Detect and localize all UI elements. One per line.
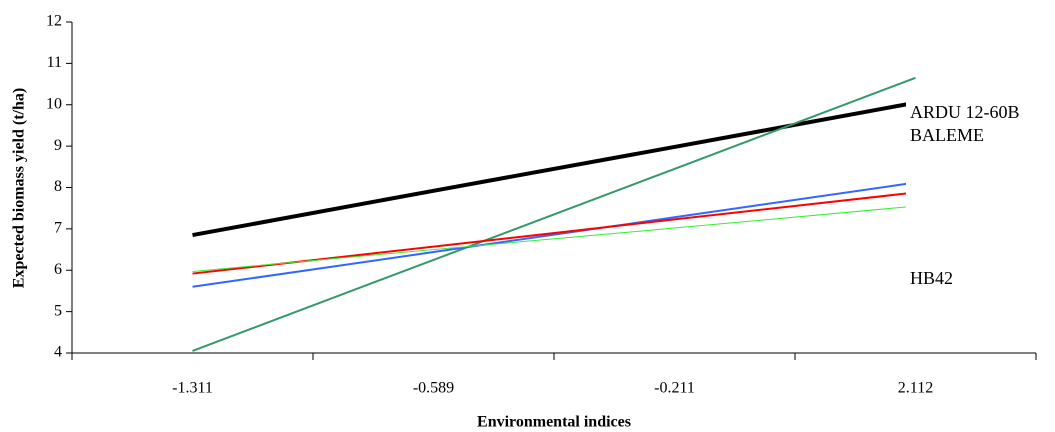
legend-clip — [906, 286, 1036, 346]
series-line — [192, 181, 916, 288]
y-tick-label: 11 — [47, 54, 62, 71]
y-tick-label: 9 — [54, 137, 62, 154]
legend-box — [906, 98, 1036, 286]
x-tick-label: -1.311 — [172, 380, 213, 397]
y-axis-title: Expected biomass yield (t/ha) — [11, 88, 28, 288]
series-line — [192, 100, 916, 238]
y-tick-label: 8 — [54, 178, 62, 195]
y-tick-label: 5 — [54, 302, 62, 319]
x-tick-label: 2.112 — [898, 380, 933, 397]
y-tick-label: 12 — [46, 13, 62, 30]
legend-label: BALEME — [910, 125, 984, 145]
legend-label: HB42 — [910, 268, 953, 288]
x-tick-label: -0.589 — [413, 380, 454, 397]
y-tick-label: 10 — [46, 95, 62, 112]
y-tick-label: 7 — [54, 220, 62, 237]
x-tick-label: -0.211 — [654, 380, 695, 397]
legend-label: ARDU 12-60B — [910, 102, 1020, 122]
y-tick-label: 6 — [54, 261, 62, 278]
series-line — [192, 76, 916, 352]
x-axis-title: Environmental indices — [477, 414, 631, 431]
y-tick-label: 4 — [54, 344, 62, 361]
series-line — [192, 205, 916, 272]
